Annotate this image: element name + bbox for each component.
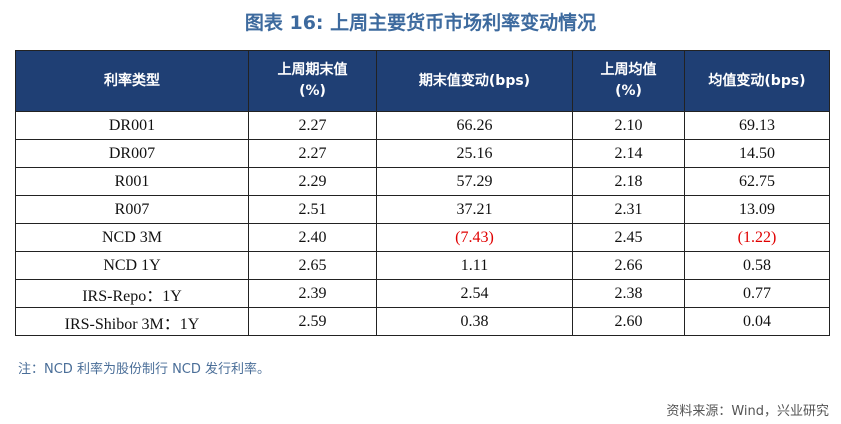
header-avg-value: 上周均值 (%) xyxy=(572,50,685,112)
table-row: IRS-Repo：1Y 2.39 2.54 2.38 0.77 xyxy=(15,279,830,308)
header-avg-change: 均值变动(bps) xyxy=(684,50,830,112)
footnote: 注：NCD 利率为股份制行 NCD 发行利率。 xyxy=(18,362,271,377)
end-change-cell: 0.38 xyxy=(376,307,573,336)
rate-type-cell: NCD 3M xyxy=(15,223,249,252)
rate-type-cell: IRS-Repo：1Y xyxy=(15,279,249,308)
avg-value-cell: 2.66 xyxy=(572,251,685,280)
table-row: R007 2.51 37.21 2.31 13.09 xyxy=(15,195,830,224)
rate-type-cell: DR001 xyxy=(15,111,249,140)
rate-type-cell: R001 xyxy=(15,167,249,196)
avg-value-cell: 2.60 xyxy=(572,307,685,336)
end-change-cell: (7.43) xyxy=(376,223,573,252)
rate-table: 利率类型 上周期末值 (%) 期末值变动(bps) 上周均值 (%) 均值变动(bp… xyxy=(15,50,830,336)
page-title: 图表 16: 上周主要货币市场利率变动情况 xyxy=(244,12,597,34)
avg-change-cell: (1.22) xyxy=(684,223,830,252)
header-rate-type: 利率类型 xyxy=(15,50,249,112)
table-row: NCD 1Y 2.65 1.11 2.66 0.58 xyxy=(15,251,830,280)
avg-value-cell: 2.10 xyxy=(572,111,685,140)
avg-value-cell: 2.45 xyxy=(572,223,685,252)
rate-type-cell: DR007 xyxy=(15,139,249,168)
rate-type-cell: R007 xyxy=(15,195,249,224)
header-end-value: 上周期末值 (%) xyxy=(248,50,377,112)
rate-type-cell: NCD 1Y xyxy=(15,251,249,280)
source-note: 资料来源：Wind，兴业研究 xyxy=(666,404,829,419)
avg-value-cell: 2.38 xyxy=(572,279,685,308)
avg-change-cell: 69.13 xyxy=(684,111,830,140)
end-change-cell: 1.11 xyxy=(376,251,573,280)
avg-value-cell: 2.14 xyxy=(572,139,685,168)
table-row: R001 2.29 57.29 2.18 62.75 xyxy=(15,167,830,196)
avg-change-cell: 14.50 xyxy=(684,139,830,168)
avg-value-cell: 2.31 xyxy=(572,195,685,224)
table-row: DR001 2.27 66.26 2.10 69.13 xyxy=(15,111,830,140)
avg-change-cell: 13.09 xyxy=(684,195,830,224)
header-end-change: 期末值变动(bps) xyxy=(376,50,573,112)
avg-change-cell: 0.77 xyxy=(684,279,830,308)
end-change-cell: 37.21 xyxy=(376,195,573,224)
end-value-cell: 2.29 xyxy=(248,167,377,196)
avg-change-cell: 0.58 xyxy=(684,251,830,280)
table-row: IRS-Shibor 3M：1Y 2.59 0.38 2.60 0.04 xyxy=(15,307,830,336)
avg-change-cell: 0.04 xyxy=(684,307,830,336)
end-change-cell: 57.29 xyxy=(376,167,573,196)
header-row: 利率类型 上周期末值 (%) 期末值变动(bps) 上周均值 (%) 均值变动(bp… xyxy=(15,50,830,112)
end-value-cell: 2.27 xyxy=(248,139,377,168)
end-change-cell: 2.54 xyxy=(376,279,573,308)
end-change-cell: 25.16 xyxy=(376,139,573,168)
end-value-cell: 2.51 xyxy=(248,195,377,224)
end-value-cell: 2.65 xyxy=(248,251,377,280)
table-row: NCD 3M 2.40 (7.43) 2.45 (1.22) xyxy=(15,223,830,252)
table-row: DR007 2.27 25.16 2.14 14.50 xyxy=(15,139,830,168)
rate-type-cell: IRS-Shibor 3M：1Y xyxy=(15,307,249,336)
end-value-cell: 2.27 xyxy=(248,111,377,140)
avg-change-cell: 62.75 xyxy=(684,167,830,196)
end-change-cell: 66.26 xyxy=(376,111,573,140)
end-value-cell: 2.40 xyxy=(248,223,377,252)
avg-value-cell: 2.18 xyxy=(572,167,685,196)
end-value-cell: 2.59 xyxy=(248,307,377,336)
end-value-cell: 2.39 xyxy=(248,279,377,308)
